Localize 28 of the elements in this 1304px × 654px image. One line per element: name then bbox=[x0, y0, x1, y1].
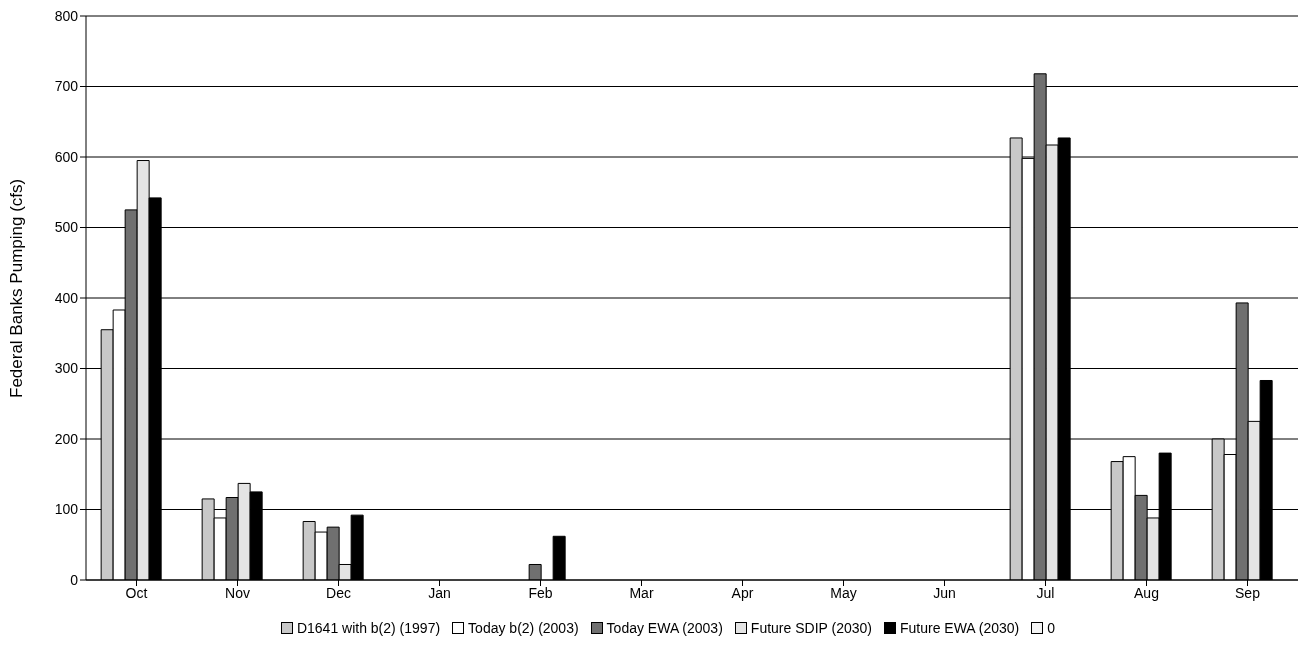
legend-label: D1641 with b(2) (1997) bbox=[295, 620, 441, 636]
x-tick-label: Dec bbox=[326, 584, 351, 601]
y-tick-label: 400 bbox=[54, 289, 79, 306]
y-axis-title: Federal Banks Pumping (cfs) bbox=[7, 178, 27, 398]
y-tick-label: 200 bbox=[54, 430, 79, 447]
y-tick-label: 300 bbox=[54, 360, 79, 377]
legend-label: Future SDIP (2030) bbox=[749, 620, 872, 636]
y-tick-label: 800 bbox=[54, 7, 79, 24]
x-tick-label: Mar bbox=[629, 584, 654, 601]
legend-label: Future EWA (2030) bbox=[898, 620, 1020, 636]
x-tick-label: May bbox=[830, 584, 857, 601]
legend-label: Today EWA (2003) bbox=[605, 620, 723, 636]
x-tick-label: Jun bbox=[933, 584, 956, 601]
y-tick-label: 600 bbox=[54, 148, 79, 165]
y-tick-label: 100 bbox=[54, 501, 79, 518]
legend-label: Today b(2) (2003) bbox=[467, 620, 579, 636]
legend-label: 0 bbox=[1046, 620, 1056, 636]
y-tick-label: 500 bbox=[54, 219, 79, 236]
x-tick-label: Nov bbox=[225, 584, 250, 601]
x-tick-label: Apr bbox=[731, 584, 754, 601]
y-tick-label: 0 bbox=[70, 571, 79, 588]
x-tick-label: Jul bbox=[1036, 584, 1055, 601]
x-tick-label: Jan bbox=[428, 584, 451, 601]
x-tick-label: Oct bbox=[125, 584, 148, 601]
y-tick-label: 700 bbox=[54, 78, 79, 95]
x-tick-label: Sep bbox=[1235, 584, 1261, 601]
x-tick-label: Aug bbox=[1134, 584, 1159, 601]
x-tick-label: Feb bbox=[528, 584, 553, 601]
